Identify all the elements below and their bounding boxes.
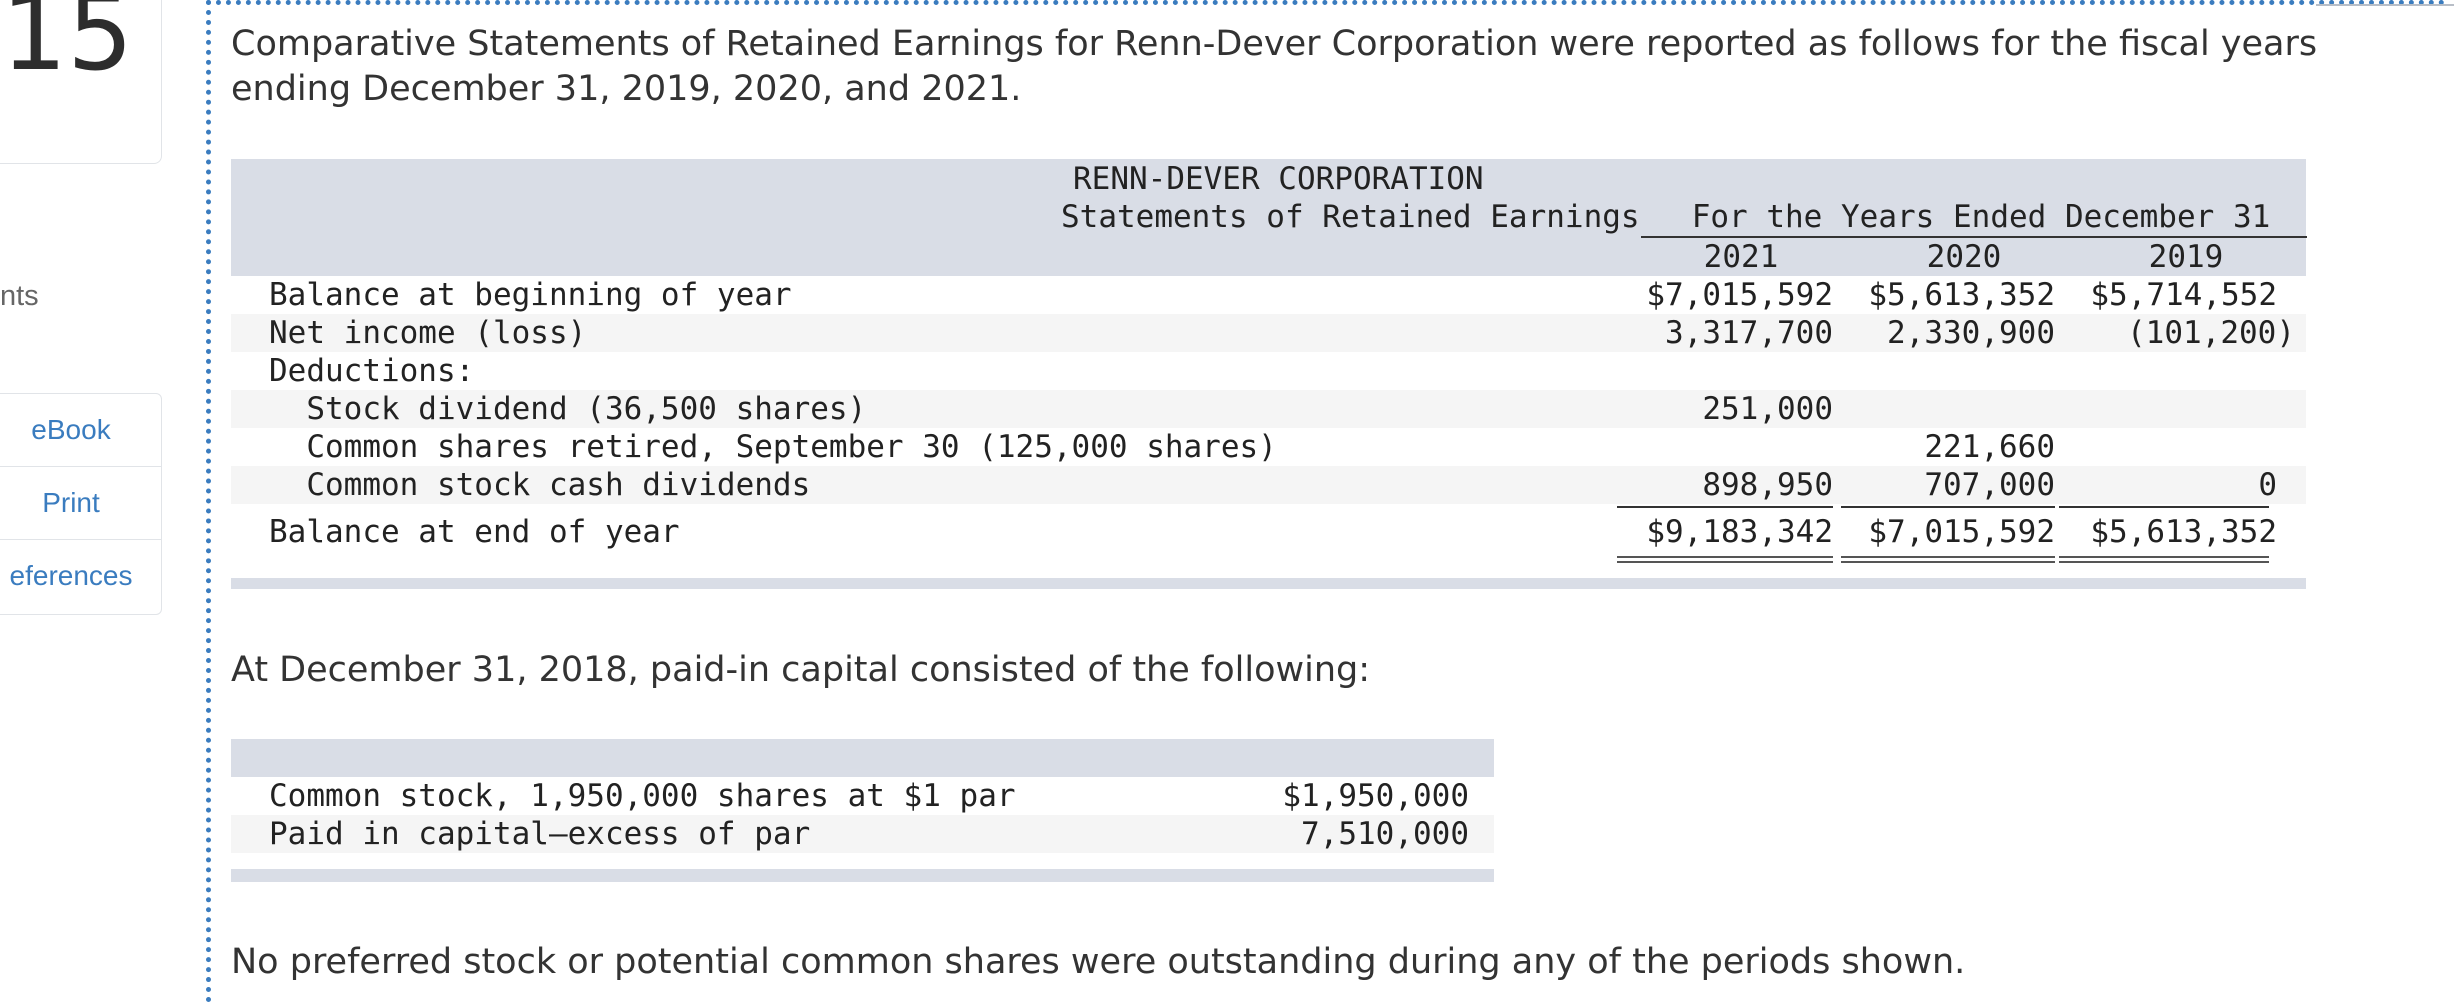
row-background [231,390,2306,428]
table-cell: 898,950 [1702,467,1833,503]
period-header: For the Years Ended December 31 [1691,199,2271,235]
table-footer-band [231,578,2306,589]
table-cell: $5,714,552 [2090,277,2277,313]
row-background [231,815,1494,853]
total-double-rule [1617,556,1833,563]
table-cell: 0 [2258,467,2277,503]
tools-panel: eBook Print eferences [0,393,162,615]
year-2021-header: 2021 [1703,239,1779,275]
table-cell: $7,015,592 [1646,277,1833,313]
table-cell: 251,000 [1702,391,1833,427]
table-cell: 221,660 [1924,429,2055,465]
statement-title: Statements of Retained Earnings [1061,199,1640,235]
table-cell: (101,200) [2127,315,2295,351]
question-number: 15 [1,0,134,94]
row-label-shares-retired: Common shares retired, September 30 (125… [269,429,1277,465]
total-double-rule [2059,556,2269,563]
subtotal-rule [1617,506,1833,508]
table-cell: $9,183,342 [1646,514,1833,550]
row-background [231,777,1494,815]
table-cell: $7,015,592 [1868,514,2055,550]
row-label-cash-dividends: Common stock cash dividends [269,467,811,503]
row-label-stock-dividend: Stock dividend (36,500 shares) [269,391,867,427]
retained-earnings-table: RENN-DEVER CORPORATION Statements of Ret… [231,159,2307,591]
points-label: nts [0,280,39,312]
header-divider [2316,0,2454,6]
capital-intro-text: At December 31, 2018, paid-in capital co… [231,650,1371,690]
row-background [231,314,2306,352]
question-number-card: 15 [0,0,162,164]
subtotal-rule [2059,506,2269,508]
subtotal-rule [1841,506,2055,508]
table-cell: $5,613,352 [2090,514,2277,550]
table-header-band [231,739,1494,777]
paid-in-capital-table: Common stock, 1,950,000 shares at $1 par… [231,739,1494,882]
row-label-excess-of-par: Paid in capital—excess of par [269,816,811,852]
intro-text: Comparative Statements of Retained Earni… [231,24,2318,109]
table-cell: 707,000 [1924,467,2055,503]
company-name: RENN-DEVER CORPORATION [1073,161,1484,197]
row-label-net-income: Net income (loss) [269,315,587,351]
table-cell: 3,317,700 [1665,315,1833,351]
question-content-border [206,0,2446,1003]
year-2020-header: 2020 [1926,239,2002,275]
footer-note: No preferred stock or potential common s… [231,942,1966,982]
row-label-common-stock: Common stock, 1,950,000 shares at $1 par [269,778,1016,814]
row-label-deductions: Deductions: [269,353,475,389]
row-background [231,466,2306,504]
references-link[interactable]: eferences [9,560,133,591]
table-cell: 2,330,900 [1887,315,2055,351]
ebook-link[interactable]: eBook [0,394,161,467]
row-background [231,352,2306,390]
print-link[interactable]: Print [0,467,161,540]
table-cell: $1,950,000 [1282,778,1469,814]
table-header-band [231,159,2306,276]
table-cell: 7,510,000 [1301,816,1469,852]
period-header-underline [1641,236,2307,238]
total-double-rule [1841,556,2055,563]
table-cell: $5,613,352 [1868,277,2055,313]
row-background [231,853,1494,873]
row-label-balance-end: Balance at end of year [269,514,680,550]
year-2019-header: 2019 [2148,239,2224,275]
row-label-balance-beginning: Balance at beginning of year [269,277,792,313]
table-footer-band [231,869,1494,882]
